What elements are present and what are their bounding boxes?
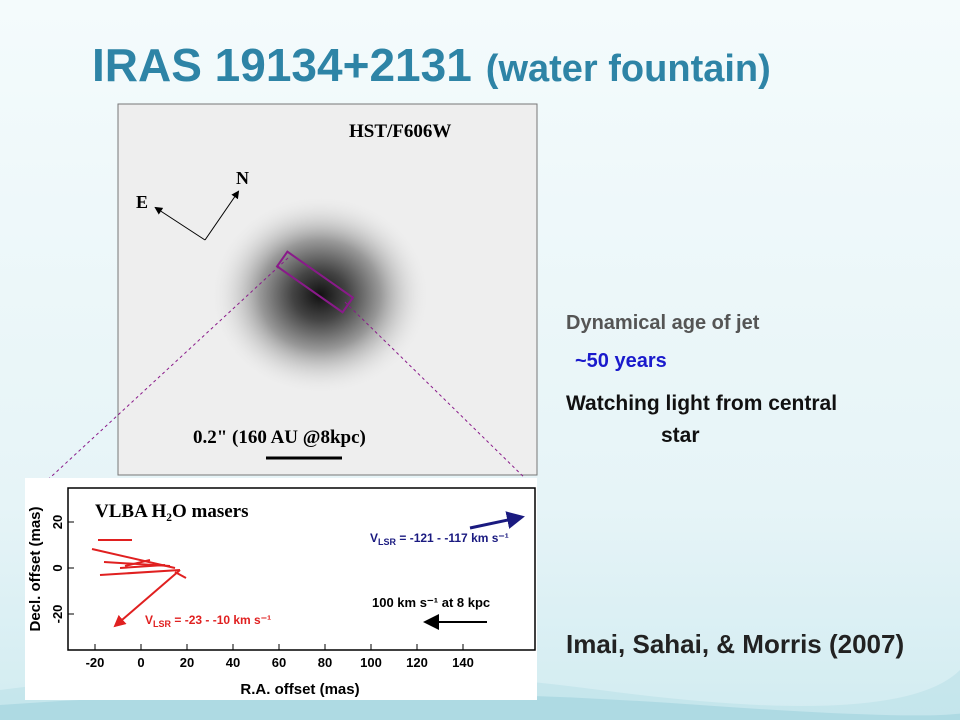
x-tick-label: 140	[452, 655, 474, 670]
north-label: N	[236, 168, 249, 188]
x-tick-label: 60	[272, 655, 286, 670]
x-tick-label: 0	[137, 655, 144, 670]
y-tick-label: 20	[50, 515, 65, 529]
slide-title: IRAS 19134+2131 (water fountain)	[92, 38, 771, 92]
maser-plot-bg	[25, 478, 537, 700]
zoom-line	[344, 301, 535, 488]
plot-title: VLBA H₂O masers	[95, 501, 248, 522]
v-symbol: V	[370, 531, 378, 545]
bullet: Dynamical age of jet	[566, 312, 760, 334]
zoom-line	[39, 257, 289, 488]
y-tick-label: -20	[50, 605, 65, 624]
bullet: ~50 years	[575, 350, 667, 372]
v-range: = -23 - -10 km s⁻¹	[171, 613, 271, 627]
ticks: -20 0 20 40 60 80 100 120 140 20 0 -20	[50, 515, 474, 670]
y-axis-label: Decl. offset (mas)	[27, 506, 44, 631]
velocity-scale-label: 100 km s⁻¹ at 8 kpc	[372, 595, 490, 610]
x-tick-label: 100	[360, 655, 382, 670]
x-tick-label: 20	[180, 655, 194, 670]
plot-frame	[67, 487, 536, 651]
v-symbol: V	[145, 613, 153, 627]
v-subscript: LSR	[378, 537, 397, 547]
x-tick-label: 120	[406, 655, 428, 670]
title-sub: (water fountain)	[485, 48, 771, 90]
bullet: Watching light from central star	[566, 392, 838, 447]
jet-box	[275, 250, 355, 314]
x-axis-label: R.A. offset (mas)	[240, 681, 359, 698]
x-tick-label: -20	[86, 655, 105, 670]
star-blob	[210, 195, 430, 395]
red-masers	[91, 539, 187, 628]
red-label: VLSR = -23 - -10 km s⁻¹	[145, 613, 271, 629]
east-label: E	[136, 192, 148, 212]
blue-label: VLSR = -121 - -117 km s⁻¹	[370, 531, 509, 547]
hst-label: HST/F606W	[349, 121, 451, 142]
north-arrow	[204, 190, 240, 241]
v-range: = -121 - -117 km s⁻¹	[396, 531, 509, 545]
blue-maser	[469, 511, 525, 530]
scale-bar-label: 0.2" (160 AU @8kpc)	[193, 427, 366, 448]
x-tick-label: 40	[226, 655, 240, 670]
east-arrow	[154, 206, 206, 241]
x-tick-label: 80	[318, 655, 332, 670]
citation: Imai, Sahai, & Morris (2007)	[566, 629, 905, 659]
y-tick-label: 0	[50, 564, 65, 571]
title-main: IRAS 19134+2131	[92, 39, 472, 91]
v-subscript: LSR	[153, 619, 172, 629]
